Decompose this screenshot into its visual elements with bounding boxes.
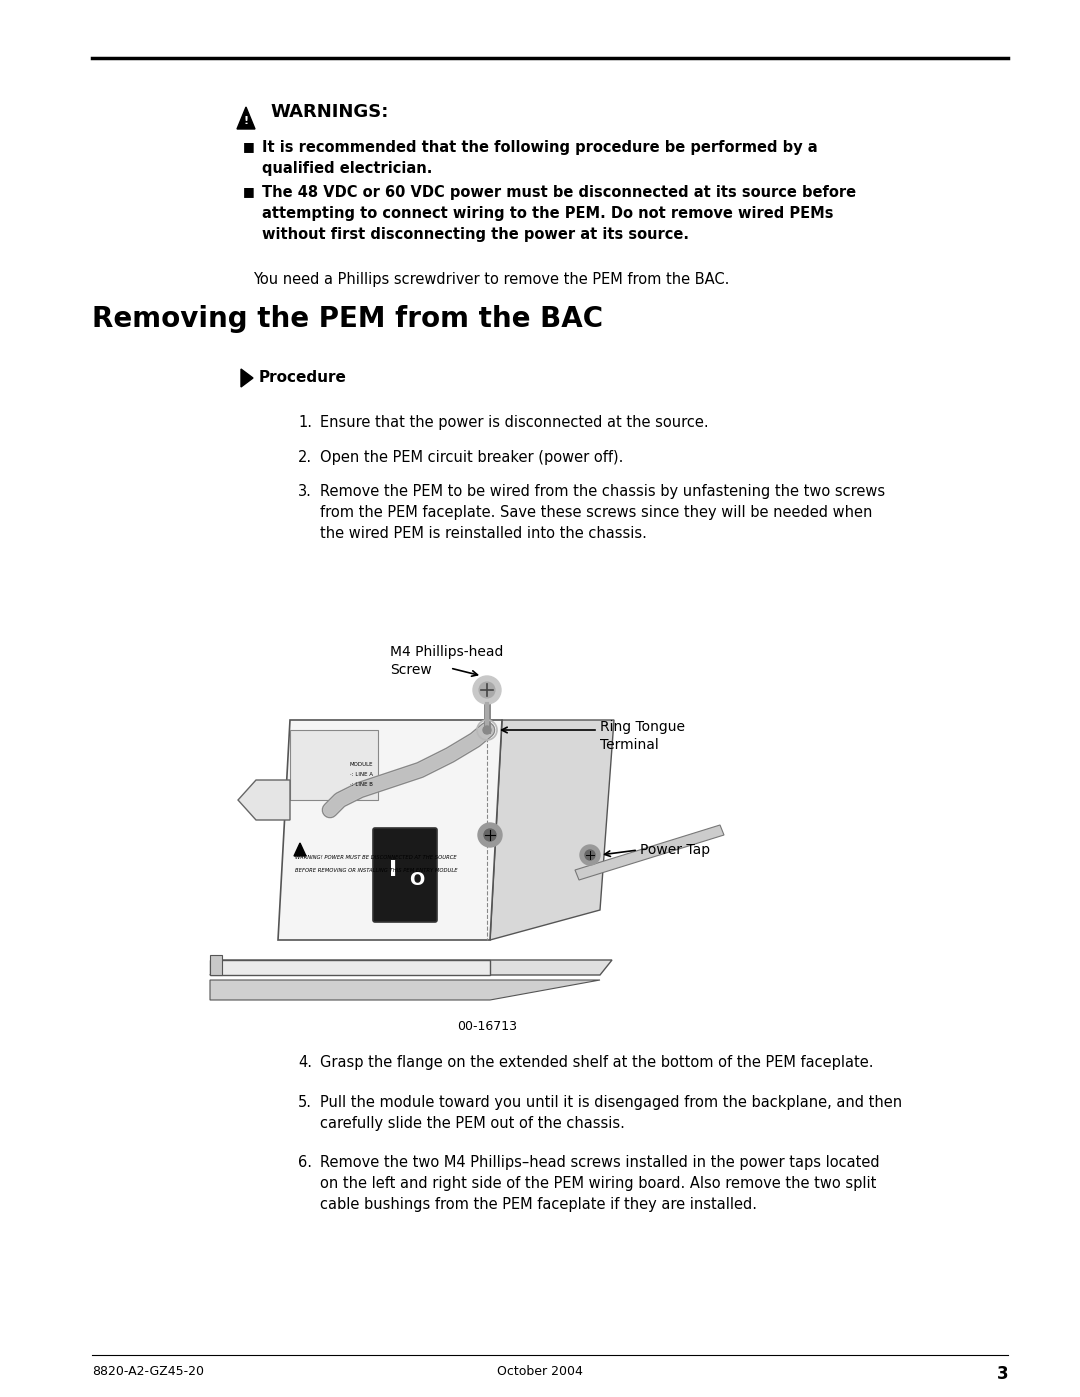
Text: ■: ■	[243, 140, 255, 154]
Text: You need a Phillips screwdriver to remove the PEM from the BAC.: You need a Phillips screwdriver to remov…	[253, 272, 729, 286]
Polygon shape	[278, 719, 502, 940]
Text: !: !	[243, 116, 248, 126]
Circle shape	[580, 845, 600, 865]
Text: 00-16713: 00-16713	[457, 1020, 517, 1032]
Text: It is recommended that the following procedure be performed by a
qualified elect: It is recommended that the following pro…	[262, 140, 818, 176]
Circle shape	[480, 682, 495, 698]
Text: ·: LINE A: ·: LINE A	[350, 773, 373, 777]
Text: Ring Tongue
Terminal: Ring Tongue Terminal	[600, 719, 685, 753]
Text: O: O	[409, 870, 424, 888]
Text: 6.: 6.	[298, 1155, 312, 1171]
Text: M4 Phillips-head
Screw: M4 Phillips-head Screw	[390, 645, 503, 678]
Text: Removing the PEM from the BAC: Removing the PEM from the BAC	[92, 305, 603, 332]
Text: 4.: 4.	[298, 1055, 312, 1070]
Polygon shape	[490, 719, 615, 940]
Text: Ensure that the power is disconnected at the source.: Ensure that the power is disconnected at…	[320, 415, 708, 430]
Text: 8820-A2-GZ45-20: 8820-A2-GZ45-20	[92, 1365, 204, 1377]
Text: WARNINGS:: WARNINGS:	[270, 103, 389, 122]
Text: 2.: 2.	[298, 450, 312, 465]
Text: Procedure: Procedure	[259, 370, 347, 386]
Polygon shape	[241, 369, 253, 387]
Text: 5.: 5.	[298, 1095, 312, 1111]
Polygon shape	[238, 780, 291, 820]
Text: Grasp the flange on the extended shelf at the bottom of the PEM faceplate.: Grasp the flange on the extended shelf a…	[320, 1055, 874, 1070]
Circle shape	[483, 726, 491, 733]
Text: Open the PEM circuit breaker (power off).: Open the PEM circuit breaker (power off)…	[320, 450, 623, 465]
Polygon shape	[294, 842, 306, 856]
Text: BEFORE REMOVING OR INSTALLING THIS PEM ENTRY MODULE: BEFORE REMOVING OR INSTALLING THIS PEM E…	[295, 868, 458, 873]
Circle shape	[484, 828, 496, 841]
Text: Power Tap: Power Tap	[640, 842, 711, 856]
Circle shape	[473, 676, 501, 704]
Text: Remove the PEM to be wired from the chassis by unfastening the two screws
from t: Remove the PEM to be wired from the chas…	[320, 483, 886, 541]
Text: Remove the two M4 Phillips–head screws installed in the power taps located
on th: Remove the two M4 Phillips–head screws i…	[320, 1155, 879, 1213]
Polygon shape	[210, 960, 490, 975]
Text: October 2004: October 2004	[497, 1365, 583, 1377]
Text: I: I	[389, 861, 397, 880]
Text: 3: 3	[997, 1365, 1008, 1383]
Text: ·: LINE B: ·: LINE B	[350, 782, 373, 787]
FancyBboxPatch shape	[373, 828, 437, 922]
Polygon shape	[210, 981, 600, 1000]
Text: 3.: 3.	[298, 483, 312, 499]
Text: ■: ■	[243, 184, 255, 198]
Text: WARNING! POWER MUST BE DISCONNECTED AT THE SOURCE: WARNING! POWER MUST BE DISCONNECTED AT T…	[295, 855, 457, 861]
Polygon shape	[210, 960, 612, 975]
Polygon shape	[575, 826, 724, 880]
Circle shape	[478, 823, 502, 847]
Text: 1.: 1.	[298, 415, 312, 430]
Polygon shape	[210, 956, 222, 975]
Polygon shape	[291, 731, 378, 800]
Text: Pull the module toward you until it is disengaged from the backplane, and then
c: Pull the module toward you until it is d…	[320, 1095, 902, 1132]
Polygon shape	[237, 108, 255, 129]
Circle shape	[585, 849, 595, 861]
Text: MODULE: MODULE	[350, 761, 374, 767]
Text: The 48 VDC or 60 VDC power must be disconnected at its source before
attempting : The 48 VDC or 60 VDC power must be disco…	[262, 184, 856, 242]
